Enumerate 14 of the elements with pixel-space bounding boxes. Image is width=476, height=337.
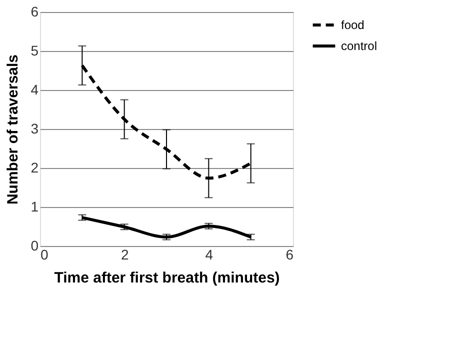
y-tick-label: 1 <box>30 198 39 214</box>
x-axis-title: Time after first breath (minutes) <box>54 270 280 286</box>
y-tick-label: 5 <box>30 42 39 58</box>
y-tick-label: 6 <box>30 4 39 20</box>
y-tick-label: 4 <box>30 82 39 98</box>
y-tick-label: 3 <box>30 120 39 136</box>
y-tick-label: 2 <box>30 160 39 176</box>
y-axis-title: Number of traversals <box>4 54 22 205</box>
x-tick-label: 4 <box>205 246 214 262</box>
legend-label: food <box>341 18 364 32</box>
x-tick-label: 2 <box>120 246 129 262</box>
x-tick-label: 6 <box>286 246 294 262</box>
legend-label: control <box>341 39 378 53</box>
line-series <box>80 216 252 239</box>
